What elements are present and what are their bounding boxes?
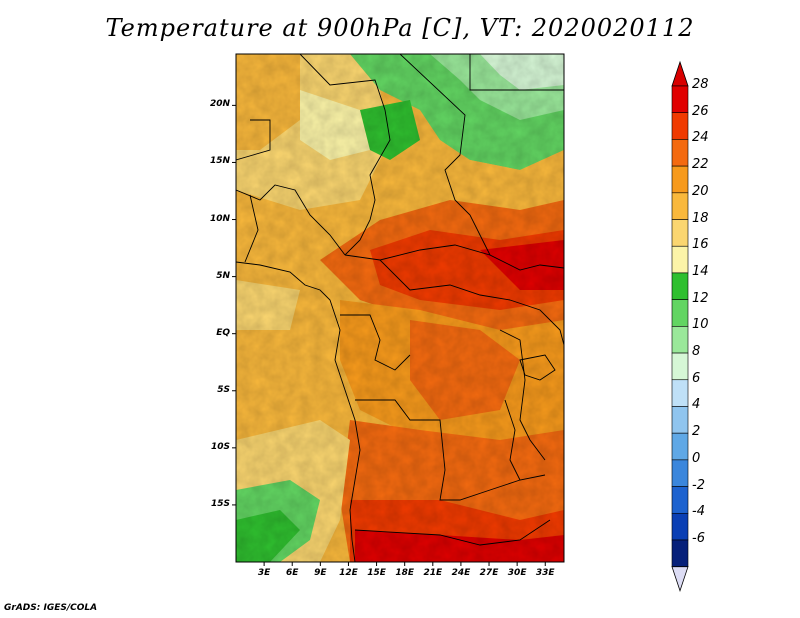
lon-label: 18E — [395, 568, 415, 578]
colorbar-swatch — [671, 165, 689, 194]
colorbar-swatch — [671, 299, 689, 327]
colorbar-label: 18 — [692, 210, 709, 226]
colorbar-label: 12 — [692, 290, 709, 306]
map-frame — [235, 53, 565, 563]
axis-ticks — [232, 104, 546, 566]
border-angola-drc — [355, 399, 546, 501]
colorbar-swatch — [671, 406, 689, 434]
field-texture — [236, 54, 564, 562]
colorbar-label: 16 — [692, 237, 709, 253]
lon-label: 30E — [507, 568, 527, 578]
colorbar-swatch — [671, 352, 689, 381]
colorbar-swatch — [671, 245, 689, 274]
border-uganda — [509, 299, 564, 346]
colorbar-label: 0 — [692, 450, 701, 466]
border-mali — [236, 119, 271, 161]
colorbar-label: 24 — [692, 130, 709, 146]
colorbar-bottom-arrow — [671, 566, 689, 592]
borders — [236, 54, 564, 562]
lat-label: 15N — [209, 156, 230, 167]
lat-label: 10N — [209, 213, 230, 224]
colorbar-swatch — [671, 85, 689, 114]
border-benin — [244, 194, 259, 263]
lat-label: 5S — [217, 384, 230, 395]
colorbar-swatch — [671, 192, 689, 220]
lon-label: 24E — [451, 568, 471, 578]
lat-label: 15S — [210, 498, 230, 509]
lon-label: 9E — [314, 568, 327, 578]
colorbar-top-arrow — [671, 60, 689, 87]
colorbar-label: 10 — [692, 317, 709, 333]
map-title: Temperature at 900hPa [C], VT: 202002011… — [105, 14, 695, 42]
border-east-drc — [499, 329, 546, 461]
lon-label: 27E — [479, 568, 499, 578]
coastline-west — [236, 261, 361, 562]
border-angola-namibia — [354, 519, 551, 546]
temperature-field — [236, 54, 564, 562]
lon-label: 12E — [339, 568, 358, 578]
colorbar-swatch — [671, 112, 689, 140]
lat-label: 20N — [209, 99, 230, 110]
colorbar-label: -6 — [692, 531, 705, 546]
colorbar-label: 28 — [692, 77, 709, 92]
colorbar-swatch — [671, 486, 689, 514]
colorbar-swatch — [671, 432, 689, 461]
colorbar-label: 8 — [692, 344, 701, 360]
colorbar-label: 2 — [692, 424, 701, 440]
colorbar-swatch — [671, 272, 689, 300]
lon-label: 15E — [367, 568, 386, 578]
colorbar-swatch — [671, 459, 689, 487]
colorbar-label: -2 — [692, 477, 705, 493]
border-gabon-congo — [340, 314, 411, 371]
lake-victoria — [519, 354, 556, 381]
grads-credit: GrADS: IGES/COLA — [4, 603, 98, 613]
lat-label: 10S — [210, 441, 230, 452]
border-chad-sudan — [399, 54, 564, 271]
colorbar-label: -4 — [692, 504, 705, 520]
colorbar — [671, 60, 689, 592]
colorbar-swatch — [671, 139, 689, 167]
border-niger-chad — [299, 54, 391, 256]
colorbar-swatch — [671, 539, 689, 568]
lat-label: EQ — [216, 327, 230, 338]
colorbar-swatch — [671, 219, 689, 247]
border-nigeria — [236, 184, 346, 256]
border-libya-egypt — [469, 54, 564, 91]
colorbar-label: 20 — [692, 183, 709, 199]
colorbar-label: 26 — [692, 103, 709, 119]
lat-label: 5N — [216, 270, 230, 281]
border-car-north — [344, 244, 491, 261]
lake-tanganyika — [504, 399, 521, 481]
colorbar-label: 6 — [692, 370, 701, 386]
colorbar-swatch — [671, 379, 689, 407]
lon-label: 3E — [257, 568, 271, 578]
colorbar-label: 14 — [692, 263, 709, 279]
border-car-south — [379, 259, 511, 301]
colorbar-label: 4 — [692, 397, 701, 413]
colorbar-label: 22 — [692, 157, 709, 173]
lon-label: 21E — [423, 568, 443, 578]
colorbar-swatch — [671, 326, 689, 354]
lon-label: 33E — [535, 568, 555, 578]
lon-label: 6E — [286, 568, 299, 578]
colorbar-swatch — [671, 512, 689, 541]
